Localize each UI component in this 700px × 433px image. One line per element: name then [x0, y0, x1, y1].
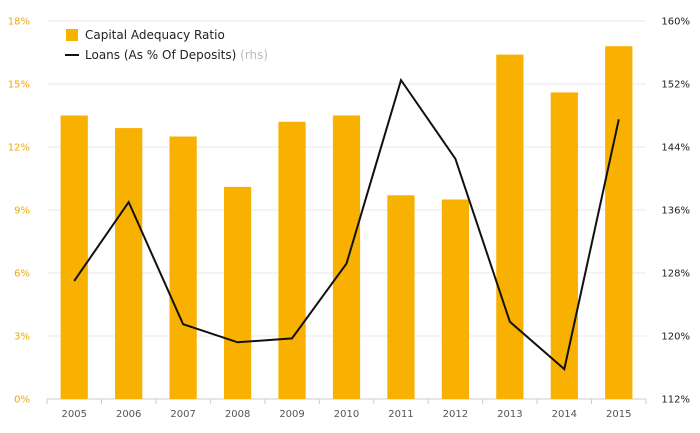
legend-swatch-bar [66, 29, 78, 41]
x-tick-2010: 2010 [334, 409, 359, 420]
loans-line [73, 77, 620, 371]
x-tick-2005: 2005 [62, 409, 87, 420]
y-left-tick-3: 9% [14, 206, 30, 217]
x-tick-2015: 2015 [606, 409, 631, 420]
x-tick-2007: 2007 [170, 409, 195, 420]
bar-2012 [441, 199, 470, 399]
bar-2005 [60, 115, 88, 399]
bar-2006 [115, 128, 143, 399]
y-left-tick-1: 3% [14, 332, 30, 343]
y-left-tick-6: 18% [8, 17, 30, 28]
x-tick-2011: 2011 [388, 409, 413, 420]
x-tick-2013: 2013 [497, 409, 522, 420]
y-right-tick-3: 136% [661, 206, 690, 217]
bar-2007 [169, 136, 197, 399]
right-axis: 112% 120% 128% 136% 144% 152% 160% [661, 17, 690, 406]
x-tick-2008: 2008 [225, 409, 250, 420]
legend-label-rhs: (rhs) [240, 48, 268, 62]
legend-label-loans: Loans (As % Of Deposits) [85, 48, 236, 62]
x-tick-2006: 2006 [116, 409, 141, 420]
y-right-tick-0: 112% [661, 395, 690, 406]
bar-2009 [278, 121, 306, 400]
line-series-loans [73, 77, 620, 371]
y-right-tick-4: 144% [661, 143, 690, 154]
legend-label-capital-adequacy: Capital Adequacy Ratio [85, 28, 225, 42]
legend: Capital Adequacy Ratio Loans (As % Of De… [65, 28, 268, 62]
y-right-tick-5: 152% [661, 80, 690, 91]
bar-2011 [387, 195, 415, 399]
y-left-tick-2: 6% [14, 269, 30, 280]
x-tick-2009: 2009 [279, 409, 304, 420]
x-axis: 2005 2006 2007 2008 2009 2010 2011 2012 2013 2014… [46, 399, 647, 420]
y-left-tick-4: 12% [8, 143, 30, 154]
y-left-tick-0: 0% [14, 395, 30, 406]
bar-2010 [332, 115, 361, 399]
svg-text:Loans (As % Of Deposits) (rhs): Loans (As % Of Deposits) (rhs) [85, 48, 268, 62]
bar-2013 [496, 54, 524, 399]
left-axis: 0% 3% 6% 9% 12% 15% 18% [8, 17, 30, 406]
x-tick-2014: 2014 [552, 409, 577, 420]
y-right-tick-6: 160% [661, 17, 690, 28]
bar-2015 [605, 46, 633, 399]
bar-2014 [550, 92, 578, 400]
x-tick-2012: 2012 [443, 409, 468, 420]
y-right-tick-2: 128% [661, 269, 690, 280]
y-left-tick-5: 15% [8, 80, 30, 91]
bar-2008 [223, 186, 252, 399]
bar-series-capital-adequacy [60, 46, 633, 400]
y-right-tick-1: 120% [661, 332, 690, 343]
